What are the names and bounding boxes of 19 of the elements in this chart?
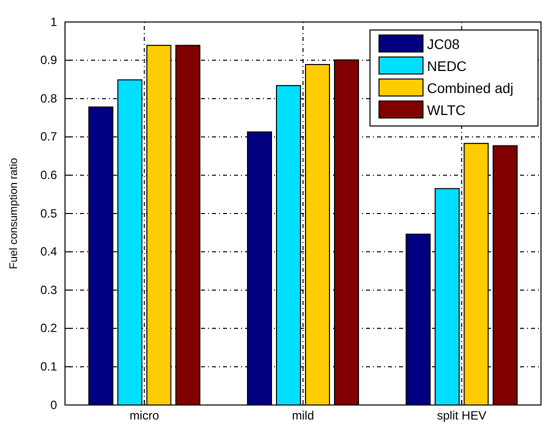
y-tick-label: 0.3 [40, 282, 58, 297]
x-tick-label: split HEV [436, 408, 486, 423]
y-tick-label: 0.5 [40, 206, 58, 220]
y-axis-title: Fuel consumption ratio [8, 158, 20, 270]
y-tick-label: 0 [50, 398, 58, 412]
legend-label: Combined adj [427, 80, 514, 96]
y-tick-label: 0.2 [40, 321, 58, 336]
y-tick-label: 0.6 [40, 168, 58, 182]
y-tick-label: 0.4 [40, 244, 58, 259]
y-tick-label: 0.9 [40, 53, 58, 68]
y-tick-label: 1 [50, 14, 58, 29]
legend-label: JC08 [427, 36, 460, 52]
y-tick-label: 0.1 [40, 360, 58, 374]
x-tick-label: mild [292, 408, 314, 423]
y-tick-label: 0.7 [40, 130, 58, 144]
y-tick-label: 0.8 [40, 91, 58, 106]
legend-label: WLTC [427, 102, 466, 118]
x-tick-label: micro [130, 408, 160, 423]
legend-label: NEDC [427, 58, 467, 74]
